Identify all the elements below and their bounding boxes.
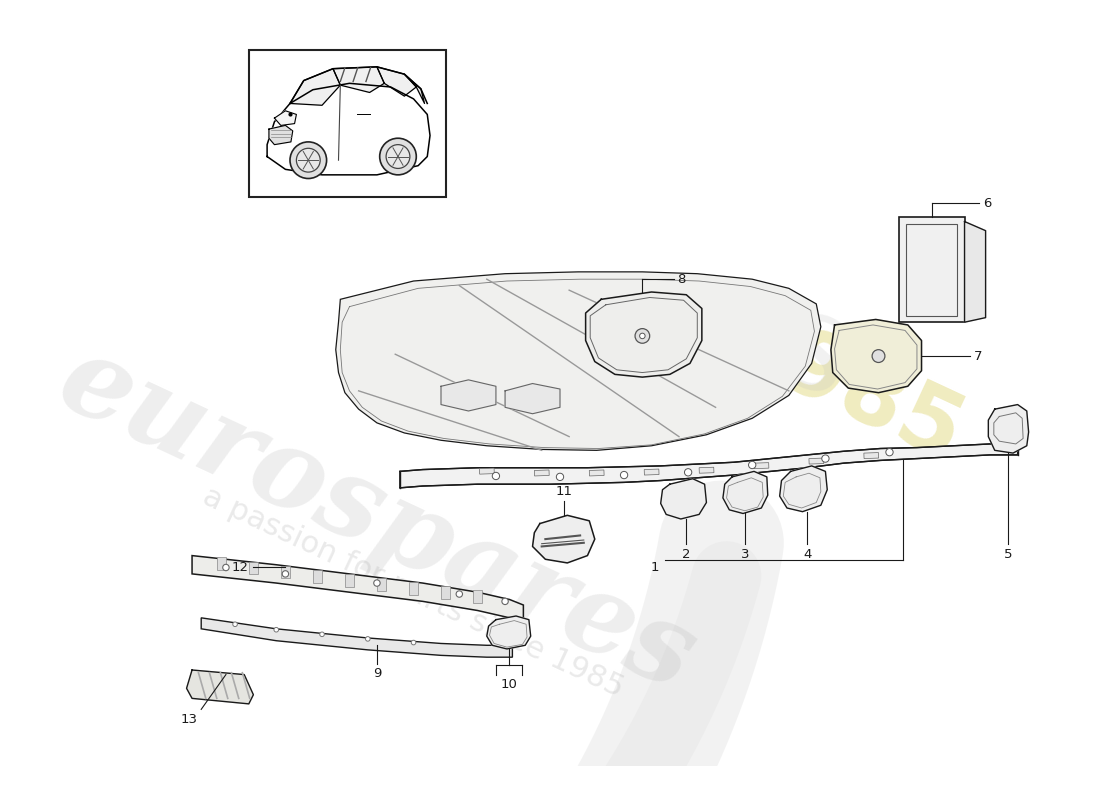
Text: a passion for parts since 1985: a passion for parts since 1985 [198, 482, 628, 702]
Bar [808, 458, 824, 464]
Text: 11: 11 [556, 485, 572, 498]
Bar [754, 462, 769, 469]
Circle shape [493, 472, 499, 480]
Polygon shape [532, 515, 595, 563]
Bar [864, 453, 879, 458]
Bar [645, 469, 659, 475]
Polygon shape [965, 222, 986, 322]
Polygon shape [661, 478, 706, 519]
Polygon shape [192, 555, 524, 623]
Circle shape [233, 622, 238, 626]
Circle shape [872, 350, 884, 362]
Text: 12: 12 [232, 561, 249, 574]
Circle shape [748, 462, 756, 469]
Polygon shape [187, 670, 253, 704]
Polygon shape [585, 292, 702, 377]
Bar [249, 50, 446, 197]
Text: 1: 1 [650, 561, 659, 574]
Polygon shape [399, 444, 1018, 488]
Bar [441, 586, 450, 599]
Text: 6: 6 [982, 197, 991, 210]
Circle shape [502, 598, 508, 605]
Text: 8: 8 [678, 273, 685, 286]
Polygon shape [988, 405, 1028, 453]
Text: 4: 4 [803, 548, 812, 562]
Bar [217, 558, 226, 570]
Text: 2: 2 [682, 548, 691, 562]
Circle shape [620, 471, 628, 478]
Text: 10: 10 [500, 678, 517, 691]
Polygon shape [487, 616, 530, 649]
Circle shape [557, 474, 563, 481]
Bar [473, 590, 482, 603]
Circle shape [639, 333, 645, 338]
Circle shape [274, 627, 278, 632]
Bar [590, 470, 604, 476]
Circle shape [411, 640, 416, 645]
Polygon shape [377, 67, 416, 96]
Text: 7: 7 [974, 350, 982, 362]
Bar [280, 566, 290, 578]
Bar [312, 570, 322, 582]
Circle shape [386, 145, 410, 169]
Bar [377, 578, 386, 591]
Circle shape [684, 469, 692, 476]
Text: 5: 5 [1004, 548, 1013, 562]
Bar [409, 582, 418, 595]
Text: 1985: 1985 [712, 298, 976, 484]
Polygon shape [405, 74, 425, 103]
Polygon shape [780, 466, 827, 512]
Text: 9: 9 [373, 667, 381, 680]
Polygon shape [333, 67, 384, 93]
Circle shape [320, 632, 324, 637]
Circle shape [635, 329, 650, 343]
Circle shape [379, 138, 416, 175]
Polygon shape [290, 69, 340, 106]
Polygon shape [336, 272, 821, 450]
Text: es: es [682, 242, 878, 429]
Circle shape [296, 148, 320, 172]
Circle shape [290, 142, 327, 178]
Bar [899, 217, 965, 322]
Bar [249, 562, 258, 574]
Polygon shape [723, 471, 768, 514]
Text: 13: 13 [180, 713, 198, 726]
Circle shape [374, 580, 381, 586]
Polygon shape [274, 110, 296, 126]
Bar [480, 468, 494, 474]
Polygon shape [268, 126, 293, 145]
Circle shape [886, 449, 893, 456]
Polygon shape [830, 319, 922, 393]
Circle shape [222, 564, 229, 570]
Circle shape [456, 591, 462, 598]
Bar [535, 470, 549, 476]
Circle shape [283, 570, 288, 577]
Polygon shape [505, 383, 560, 414]
Circle shape [365, 637, 370, 641]
Polygon shape [441, 380, 496, 411]
Circle shape [822, 455, 829, 462]
Text: eurospares: eurospares [42, 325, 712, 713]
Bar [345, 574, 354, 586]
Text: 3: 3 [740, 548, 749, 562]
Bar [700, 467, 714, 474]
Polygon shape [201, 618, 513, 657]
Bar [906, 224, 957, 316]
